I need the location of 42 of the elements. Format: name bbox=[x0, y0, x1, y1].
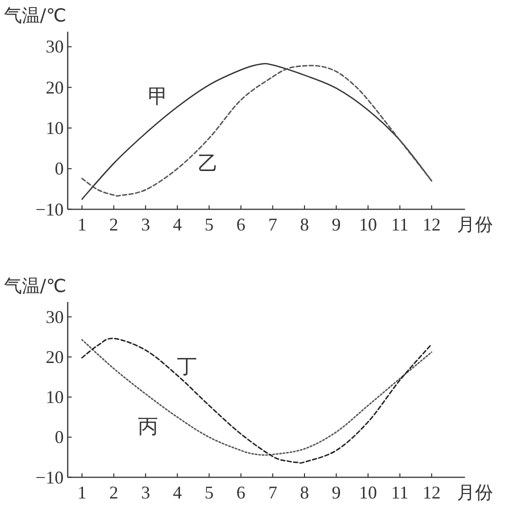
y-tick-label: 10 bbox=[46, 387, 64, 408]
x-tick-label: 9 bbox=[332, 482, 341, 502]
y-tick-label: 20 bbox=[46, 346, 64, 367]
x-tick-label: 6 bbox=[236, 482, 246, 502]
series-label: 甲 bbox=[148, 84, 168, 108]
y-tick-label: 30 bbox=[46, 36, 64, 57]
y-tick-label: 0 bbox=[54, 427, 64, 448]
x-tick-label: 11 bbox=[391, 482, 409, 502]
x-tick-label: 10 bbox=[359, 214, 378, 234]
x-tick-label: 11 bbox=[391, 214, 409, 234]
y-tick-label: −10 bbox=[36, 467, 64, 488]
series-label: 乙 bbox=[198, 151, 218, 176]
x-tick-label: 9 bbox=[332, 214, 341, 234]
x-tick-label: 12 bbox=[422, 214, 441, 234]
y-axis-title: 气温/℃ bbox=[4, 276, 66, 297]
x-tick-label: 6 bbox=[236, 214, 246, 234]
y-tick-label: 30 bbox=[46, 306, 64, 327]
x-tick-label: 3 bbox=[141, 482, 150, 502]
x-axis-title: 月份 bbox=[457, 482, 493, 504]
x-tick-label: 8 bbox=[300, 482, 309, 502]
x-tick-label: 4 bbox=[172, 482, 182, 502]
x-tick-label: 8 bbox=[300, 214, 309, 234]
x-axis-title: 月份 bbox=[457, 214, 493, 236]
series-label: 丙 bbox=[138, 414, 158, 438]
y-tick-label: 0 bbox=[54, 158, 64, 179]
x-tick-label: 1 bbox=[78, 482, 87, 502]
y-axis-title: 气温/℃ bbox=[4, 6, 66, 27]
x-tick-label: 12 bbox=[422, 482, 441, 502]
x-tick-label: 2 bbox=[109, 214, 118, 234]
y-tick-label: −10 bbox=[36, 199, 64, 220]
x-tick-label: 2 bbox=[109, 482, 118, 502]
x-tick-label: 10 bbox=[359, 482, 378, 502]
x-tick-label: 1 bbox=[78, 214, 87, 234]
x-tick-label: 5 bbox=[204, 214, 214, 234]
x-tick-label: 7 bbox=[268, 482, 278, 502]
x-tick-label: 4 bbox=[172, 214, 182, 234]
x-tick-label: 7 bbox=[268, 214, 278, 234]
y-tick-label: 10 bbox=[46, 118, 64, 138]
x-tick-label: 3 bbox=[141, 214, 150, 234]
y-tick-label: 20 bbox=[46, 77, 64, 98]
series-label: 丁 bbox=[176, 354, 197, 378]
x-tick-label: 5 bbox=[204, 482, 214, 502]
